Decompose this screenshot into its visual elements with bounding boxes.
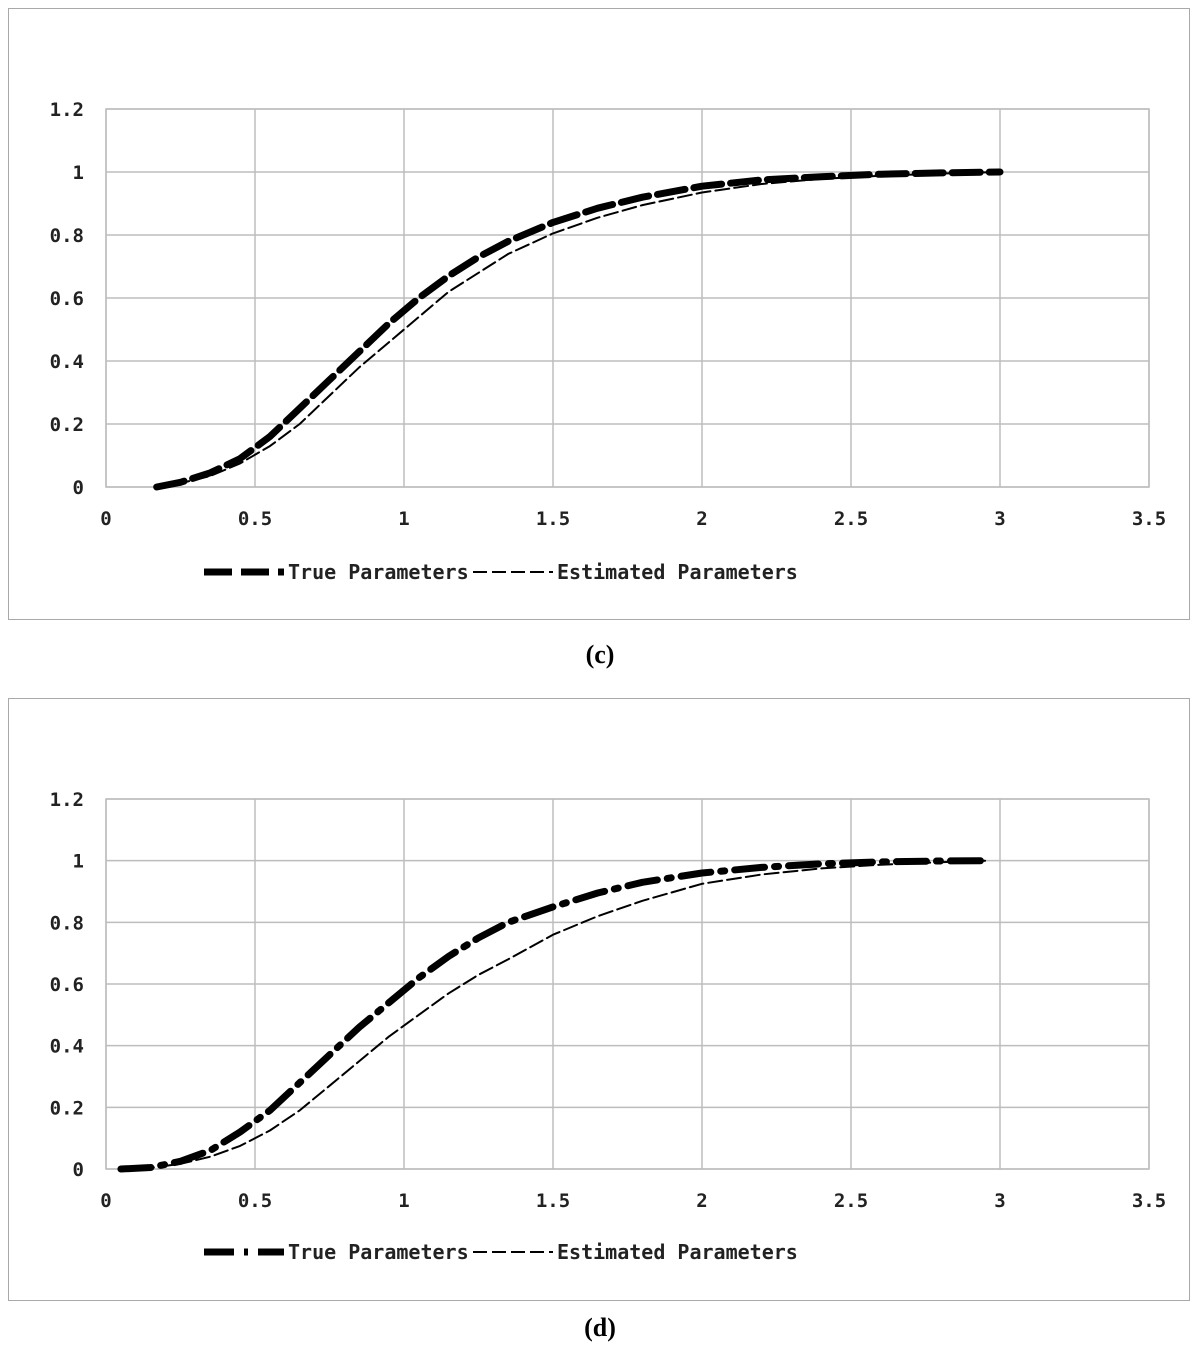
chart-panel-d: 0 0.5 1 1.5 2 2.5 3 3.5 0 0.2 0.4 0.6 0.8 1 1.2 True Pa… bbox=[8, 698, 1190, 1301]
series-line-true-parameters bbox=[153, 168, 1004, 491]
y-tick-label: 1.2 bbox=[50, 99, 84, 121]
y-tick-label: 0 bbox=[73, 477, 84, 499]
x-tick-label: 3 bbox=[994, 1190, 1005, 1212]
series-line-estimated-parameters bbox=[119, 859, 987, 1170]
series-line-estimated-parameters bbox=[155, 171, 1001, 488]
y-tick-label: 0.6 bbox=[50, 974, 84, 996]
x-tick-label: 0.5 bbox=[238, 508, 272, 530]
x-tick-label: 1 bbox=[398, 1190, 409, 1212]
x-tick-label: 0.5 bbox=[238, 1190, 272, 1212]
series-line-true-parameters bbox=[117, 857, 989, 1173]
x-tick-label: 0 bbox=[100, 1190, 111, 1212]
x-tick-label: 2.5 bbox=[834, 1190, 868, 1212]
y-tick-label: 0.8 bbox=[50, 225, 84, 247]
chart-c-svg: 0 0.5 1 1.5 2 2.5 3 3.5 0 0.2 0.4 0.6 0.8 1 1.2 True Pa… bbox=[50, 99, 1166, 584]
caption-c: (c) bbox=[585, 640, 615, 669]
chart-d-svg: 0 0.5 1 1.5 2 2.5 3 3.5 0 0.2 0.4 0.6 0.8 1 1.2 True Pa… bbox=[50, 789, 1166, 1264]
x-tick-label: 3.5 bbox=[1132, 508, 1166, 530]
legend-label: True Parameters bbox=[288, 560, 469, 584]
y-tick-label: 0 bbox=[73, 1159, 84, 1181]
x-tick-label: 3.5 bbox=[1132, 1190, 1166, 1212]
y-tick-label: 0.4 bbox=[50, 1036, 84, 1058]
y-tick-label: 1.2 bbox=[50, 789, 84, 811]
x-tick-label: 1.5 bbox=[536, 508, 570, 530]
y-tick-label: 0.2 bbox=[50, 1097, 84, 1119]
x-tick-label: 1 bbox=[398, 508, 409, 530]
chart-panel-c: 0 0.5 1 1.5 2 2.5 3 3.5 0 0.2 0.4 0.6 0.8 1 1.2 True Pa… bbox=[8, 8, 1190, 620]
caption-d: (d) bbox=[584, 1313, 616, 1342]
y-tick-label: 0.6 bbox=[50, 288, 84, 310]
x-tick-label: 2.5 bbox=[834, 508, 868, 530]
legend-label: Estimated Parameters bbox=[557, 560, 798, 584]
x-tick-label: 2 bbox=[696, 508, 707, 530]
y-tick-label: 0.8 bbox=[50, 912, 84, 934]
legend-label: Estimated Parameters bbox=[557, 1240, 798, 1264]
y-tick-label: 1 bbox=[73, 162, 84, 184]
x-tick-label: 2 bbox=[696, 1190, 707, 1212]
x-tick-label: 3 bbox=[994, 508, 1005, 530]
x-tick-label: 1.5 bbox=[536, 1190, 570, 1212]
y-tick-label: 1 bbox=[73, 851, 84, 873]
x-tick-label: 0 bbox=[100, 508, 111, 530]
y-tick-label: 0.2 bbox=[50, 414, 84, 436]
y-tick-label: 0.4 bbox=[50, 351, 84, 373]
legend-label: True Parameters bbox=[288, 1240, 469, 1264]
